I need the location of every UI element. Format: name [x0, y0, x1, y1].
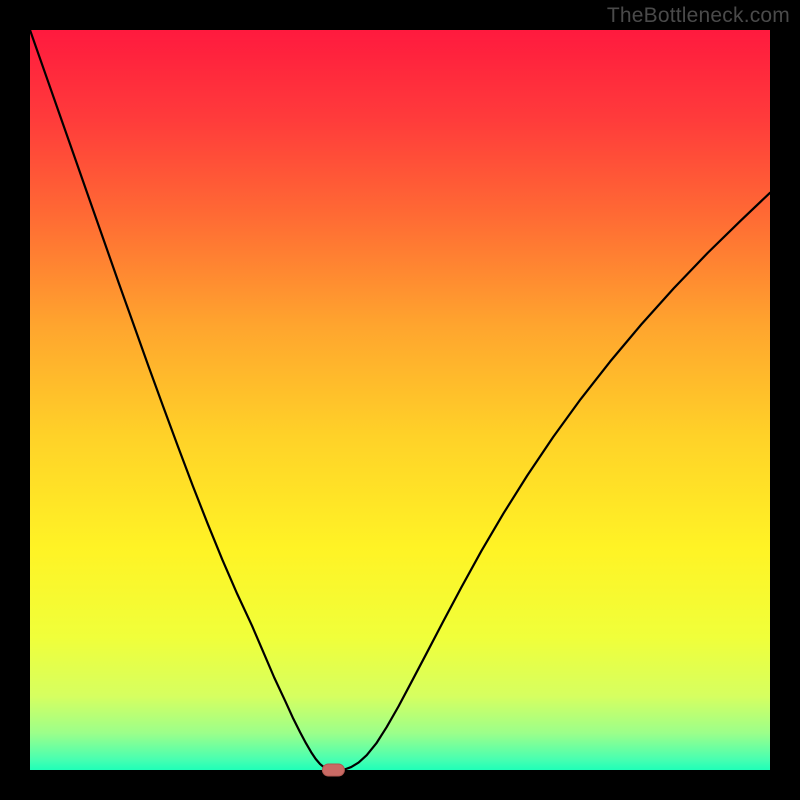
bottleneck-chart — [0, 0, 800, 800]
chart-container: TheBottleneck.com — [0, 0, 800, 800]
optimal-point-marker — [322, 764, 344, 776]
plot-background — [30, 30, 770, 770]
watermark-text: TheBottleneck.com — [607, 4, 790, 28]
